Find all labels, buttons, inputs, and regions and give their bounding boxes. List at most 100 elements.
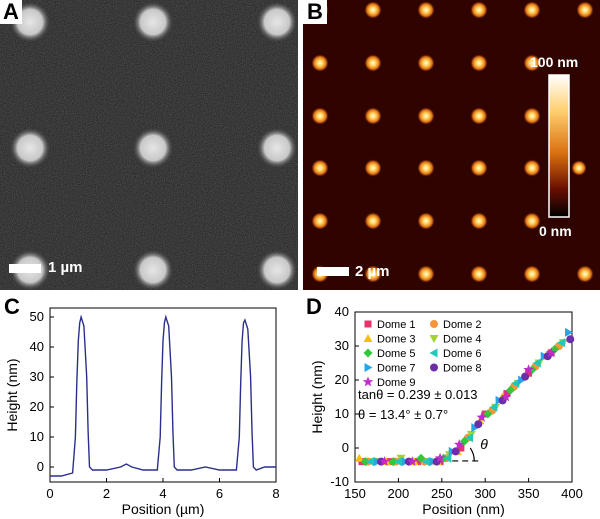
profile-chart: 0 2 4 6 8 0 10 20 30 40 50 Position (µm) Height (n… [4,307,280,517]
panel-letter-d: D [306,294,322,319]
dome-9-point [523,364,534,375]
afm-dome [523,107,541,125]
dome-y-tick-label: 20 [335,372,349,387]
dome-8-point [521,372,530,381]
dome-8-point [566,335,575,344]
afm-dome [364,265,382,283]
afm-dome [417,1,435,19]
profile-x-tick-label: 6 [216,486,223,501]
legend-label-dome-2: Dome 2 [443,319,482,331]
sem-dome [9,127,51,169]
tan-theta-annotation: tanθ = 0.239 ± 0.013 [358,387,478,402]
profile-y-tick-label: 40 [30,339,44,354]
legend-marker-dome-9 [362,376,374,387]
dome-6-point [366,457,375,467]
dome-7-point [471,423,480,433]
afm-dome [311,159,329,177]
profile-y-tick-label: 10 [30,429,44,444]
scale-bar-label-b: 2 µm [355,263,390,280]
dome-scatter-chart: 150 200 250 300 350 400 -10 0 10 20 30 40 Dome 1 Dome… [309,304,583,517]
afm-dome [523,1,541,19]
dome-9-point [545,347,557,358]
dome-y-tick-label: 0 [342,440,349,455]
legend-label-dome-7: Dome 7 [377,363,416,375]
afm-dome [311,212,329,230]
afm-dome [523,265,541,283]
dome-5-point [360,457,370,467]
legend-marker-dome-5 [363,348,373,358]
dome-7-point [565,327,574,337]
legend-marker-dome-1 [364,320,372,328]
afm-dome [417,265,435,283]
sem-dome [256,127,298,169]
sem-dome [132,127,174,169]
afm-dome [571,160,587,176]
dome-9-point [453,439,465,449]
legend-label-dome-4: Dome 4 [443,334,482,346]
dome-x-tick-label: 400 [561,486,583,501]
profile-y-tick-label: 0 [37,459,44,474]
profile-y-tick-label: 50 [30,309,44,324]
afm-dome [311,107,329,125]
dome-8-point [451,447,460,456]
legend-label-dome-5: Dome 5 [377,348,416,360]
legend-marker-dome-7 [364,363,373,372]
afm-dome [417,107,435,125]
profile-y-tick-label: 30 [30,369,44,384]
profile-line [50,314,276,477]
legend-label-dome-9: Dome 9 [377,377,416,389]
scale-bar-label-a: 1 µm [48,259,83,276]
panel-letter-b: B [303,0,327,24]
dome-9-point [407,456,418,466]
dome-6-point [465,433,474,443]
dome-6-point [511,378,520,388]
dome-6-point [421,457,430,467]
dome-5-point [459,436,469,446]
profile-x-axis-label: Position (µm) [122,501,205,517]
profile-x-tick-label: 2 [103,486,110,501]
dome-1-point [525,369,533,377]
sem-dome [132,1,174,43]
profile-y-tick-label: 20 [30,399,44,414]
scale-bar-a [9,264,41,273]
afm-dome [523,54,541,72]
dome-5-point [416,453,426,463]
dome-1-point [503,390,511,398]
legend-marker-dome-3 [363,334,373,342]
dome-x-tick-label: 250 [431,486,453,501]
dome-9-point [476,411,487,422]
sem-image [0,0,298,290]
dome-9-point [500,391,512,402]
dome-9-point [379,456,390,466]
legend-marker-dome-2 [430,320,438,328]
dome-5-point [505,385,515,395]
dome-8-point [474,420,483,429]
panel-letter-a: A [0,0,22,24]
afm-image [303,0,600,290]
dome-y-tick-label: -10 [330,474,349,489]
colorbar-max-label: 100 nm [530,54,579,70]
afm-dome [470,1,488,19]
afm-dome [470,54,488,72]
afm-dome [364,212,382,230]
angle-arc [469,447,475,461]
afm-dome [523,159,541,177]
dome-x-axis-label: Position (nm) [422,501,504,517]
dome-x-tick-label: 300 [474,486,496,501]
afm-dome [417,54,435,72]
sem-dome [256,1,298,43]
dome-6-point [557,338,566,348]
afm-image-panel: B 100 nm 0 nm 2 µm [303,0,600,290]
dome-6-point [489,402,498,412]
angle-theta-label: θ [480,436,488,452]
legend-label-dome-8: Dome 8 [443,363,482,375]
colorbar-min-label: 0 nm [539,223,572,239]
dome-7-point [518,375,527,385]
afm-dome [364,1,382,19]
afm-dome [470,159,488,177]
afm-dome [576,1,594,19]
scale-bar-b [317,267,349,276]
dome-y-axis-label: Height (nm) [309,360,325,433]
dome-plot-frame [354,311,573,483]
afm-dome [523,212,541,230]
